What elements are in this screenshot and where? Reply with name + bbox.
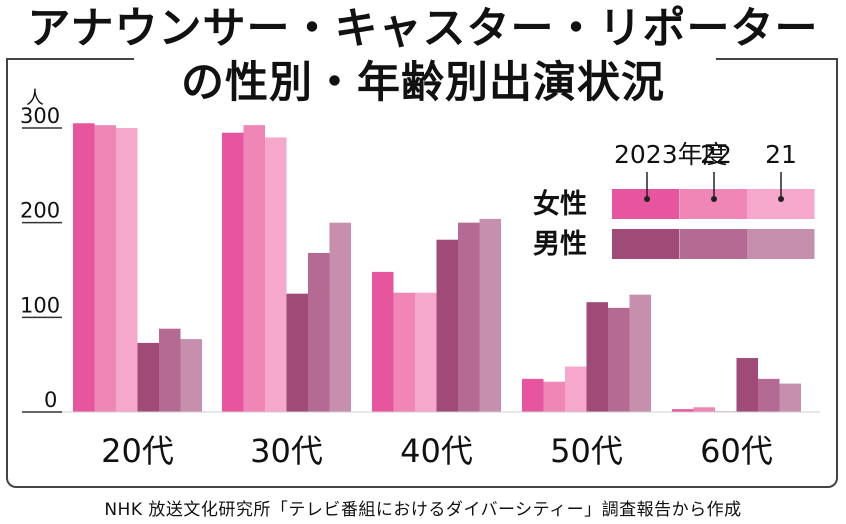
bar	[393, 292, 415, 412]
bar	[672, 409, 694, 412]
bar	[543, 381, 565, 412]
bar	[629, 294, 651, 412]
chart-frame	[6, 58, 838, 488]
legend-pointer-dot	[778, 196, 784, 202]
bar	[372, 271, 394, 412]
legend-pointer-dot	[644, 196, 650, 202]
y-tick-label: 300	[20, 104, 60, 128]
bar	[94, 125, 116, 412]
legend-swatch	[612, 189, 680, 219]
legend-swatch	[612, 229, 680, 259]
bar	[415, 292, 437, 412]
bars	[62, 123, 820, 413]
bar	[758, 378, 780, 412]
chart-title-line2: の性別・年齢別出演状況	[181, 58, 665, 108]
x-tick-label: 30代	[250, 432, 323, 470]
bar	[479, 218, 501, 412]
bar	[308, 252, 330, 412]
bar	[180, 339, 202, 412]
bar	[693, 407, 715, 412]
bar	[436, 239, 458, 412]
bar	[329, 222, 351, 412]
bar	[73, 123, 95, 413]
bar	[222, 132, 244, 412]
y-tick-label: 0	[44, 388, 57, 412]
y-tick-label: 200	[20, 199, 60, 223]
bar	[608, 307, 630, 412]
legend-year-label: 21	[765, 140, 797, 169]
frame-top-left	[6, 58, 134, 60]
x-axis-labels: 20代 30代 40代 50代 60代	[101, 432, 773, 470]
bar	[137, 342, 159, 412]
y-tick-label: 100	[20, 293, 60, 317]
bar	[565, 366, 587, 412]
y-axis-unit: 人	[26, 88, 44, 109]
bar	[265, 137, 287, 412]
frame-top-right	[716, 58, 838, 60]
source-note: NHK 放送文化研究所「テレビ番組におけるダイバーシティー」調査報告から作成	[104, 500, 742, 520]
bar	[116, 128, 138, 412]
legend-pointer-dot	[711, 196, 717, 202]
legend-year-label: 2023年度	[614, 140, 728, 169]
bar	[458, 222, 480, 412]
bar	[586, 302, 608, 412]
x-tick-label: 40代	[400, 432, 473, 470]
chart-title-line1: アナウンサー・キャスター・リポーター	[27, 4, 819, 54]
x-tick-label: 20代	[101, 432, 174, 470]
legend-swatch	[747, 229, 815, 259]
legend-gender-label: 女性	[533, 188, 587, 220]
legend-swatch	[680, 229, 748, 259]
bar	[159, 328, 181, 412]
x-tick-label: 50代	[550, 432, 623, 470]
legend-gender-label: 男性	[533, 229, 587, 260]
y-axis: 人 0 100 200 300	[20, 88, 62, 413]
bar	[286, 293, 308, 412]
bar	[779, 383, 801, 412]
legend-year-label: 22	[700, 140, 732, 169]
x-tick-label: 60代	[700, 432, 773, 470]
bar	[243, 125, 265, 412]
bar	[736, 358, 758, 412]
bar	[522, 378, 544, 412]
